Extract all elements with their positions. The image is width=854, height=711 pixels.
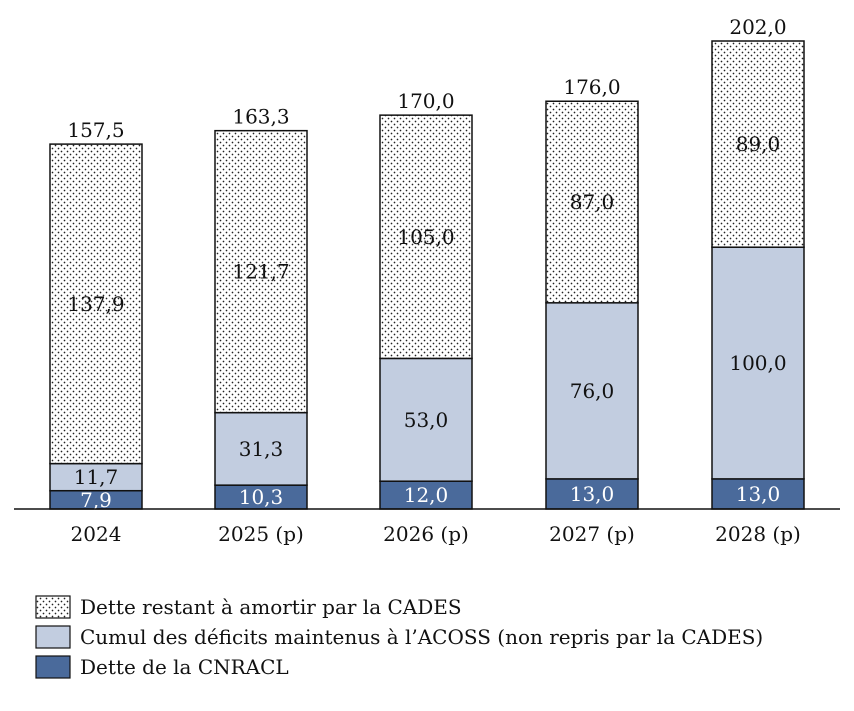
segment-value-label: 87,0	[570, 190, 615, 214]
bars-layer: 7,911,7 137,9 157,5 10,3 31,3 121,7 163,3 12,0 5…	[49, 15, 805, 512]
legend-label: Dette restant à amortir par la CADES	[80, 595, 462, 619]
bar-group-2024: 7,911,7 137,9 157,5	[49, 118, 143, 512]
bar-segment-2024-s1	[49, 462, 143, 492]
segment-value-label: 12,0	[404, 483, 449, 507]
legend-label: Dette de la CNRACL	[80, 655, 289, 679]
legend-label: Cumul des déficits maintenus à l’ACOSS (…	[80, 625, 763, 649]
bar-segment-2027-p-s2	[545, 100, 639, 304]
segment-value-label: 89,0	[736, 132, 781, 156]
legend-swatch	[35, 595, 71, 619]
bar-segment-2024-s2	[49, 143, 143, 465]
segment-value-label: 13,0	[570, 482, 615, 506]
x-tick-label: 2024	[71, 522, 122, 546]
segment-value-label: 137,9	[67, 292, 124, 316]
legend: Dette restant à amortir par la CADES Cumu…	[35, 595, 763, 679]
segment-value-label: 10,3	[239, 485, 284, 509]
x-tick-labels: 2024 2025 (p) 2026 (p) 2027 (p) 2028 (p)	[71, 522, 801, 546]
bar-group-2028-p: 13,0 100,0 89,0 202,0	[711, 15, 805, 510]
legend-swatch	[35, 625, 71, 649]
x-tick-label: 2027 (p)	[549, 522, 635, 546]
bar-segment-2028-p-s2	[711, 40, 805, 248]
segment-value-label: 100,0	[729, 351, 786, 375]
bar-group-2025-p: 10,3 31,3 121,7 163,3	[214, 105, 308, 510]
segment-value-label: 11,7	[74, 465, 119, 489]
bar-segment-2027-p-s0	[545, 478, 639, 510]
bar-group-2026-p: 12,0 53,0 105,0 170,0	[379, 89, 473, 510]
segment-value-label: 31,3	[239, 437, 284, 461]
bar-group-2027-p: 13,0 76,0 87,0 176,0	[545, 75, 639, 510]
bar-segment-2026-p-s0	[379, 480, 473, 510]
legend-item: Cumul des déficits maintenus à l’ACOSS (…	[35, 625, 763, 649]
legend-item: Dette de la CNRACL	[35, 655, 289, 679]
segment-value-label: 105,0	[397, 225, 454, 249]
bar-segment-2027-p-s1	[545, 302, 639, 480]
segment-value-label: 121,7	[232, 260, 289, 284]
legend-item: Dette restant à amortir par la CADES	[35, 595, 462, 619]
bar-total-label: 202,0	[729, 15, 786, 39]
bar-segment-2026-p-s2	[379, 114, 473, 360]
bar-segment-2028-p-s1	[711, 246, 805, 480]
x-tick-label: 2028 (p)	[715, 522, 801, 546]
x-tick-label: 2025 (p)	[218, 522, 304, 546]
segment-value-label: 7,9	[80, 488, 112, 512]
segment-value-label: 13,0	[736, 482, 781, 506]
legend-swatch	[35, 655, 71, 679]
bar-segment-2026-p-s1	[379, 357, 473, 482]
bar-total-label: 170,0	[397, 89, 454, 113]
segment-value-label: 53,0	[404, 408, 449, 432]
segment-value-label: 76,0	[570, 379, 615, 403]
bar-total-label: 157,5	[67, 118, 124, 142]
bar-total-label: 176,0	[563, 75, 620, 99]
bar-segment-2025-p-s1	[214, 411, 308, 486]
bar-segment-2025-p-s2	[214, 129, 308, 414]
x-tick-label: 2026 (p)	[383, 522, 469, 546]
bar-total-label: 163,3	[232, 105, 289, 129]
